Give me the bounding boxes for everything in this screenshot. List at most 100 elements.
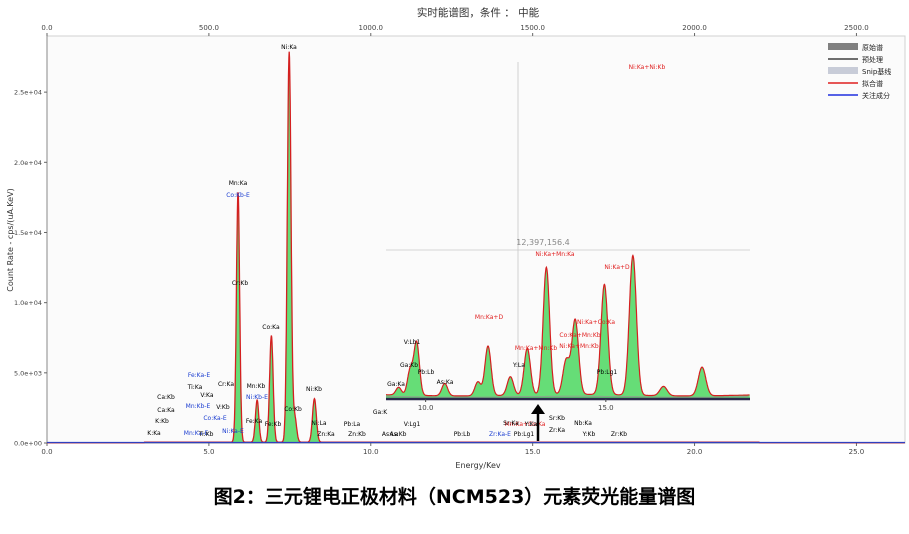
y-tick-label: 1.5e+04	[14, 229, 42, 237]
y-tick-label: 5.0e+03	[14, 369, 42, 377]
peak-label: Ni:Ka	[281, 44, 297, 51]
peak-label: Ni:Ka-E	[222, 428, 244, 435]
legend-label: 拟合谱	[862, 79, 883, 88]
x-tick-label: 15.0	[525, 448, 541, 456]
legend-swatch	[828, 43, 858, 50]
x-tick-label: 5.0	[203, 448, 214, 456]
peak-label: Pb:Lb	[454, 431, 471, 438]
peak-label: Ni:Ka+Ni:Kb	[629, 64, 666, 71]
arrow-head	[531, 404, 545, 414]
peak-label: Sr:Kb	[549, 415, 565, 422]
peak-label: Ni:Ka+Co:Ka	[577, 319, 615, 326]
peak-label: As:Ka	[437, 379, 454, 386]
peak-label: Co:Ka-E	[203, 415, 227, 422]
peak-label: Co:Kb-E	[226, 192, 250, 199]
peak-label: Ca:Ka	[157, 407, 175, 414]
peak-label: V:Kb	[216, 404, 230, 411]
peak-label: Co:Ka	[262, 324, 280, 331]
peak-labels: Ni:Ka Mn:Ka Co:Kb-E Cr:Kb Co:Ka Mn:Kb Ni:Kb-E F…	[147, 44, 665, 438]
spectrum-chart: 实时能谱图，条件 ： 中能 Energy/Kev Count Rate - cp…	[6, 6, 906, 470]
y-tick-label: 0.0e+00	[14, 440, 42, 448]
peak-label: Mn:Ka+Co:Ka	[505, 421, 546, 428]
peak-label: Sr:Ka	[503, 420, 519, 427]
peak-label: Pb:La	[344, 421, 361, 428]
peak-label: Cr:Ka	[218, 381, 234, 388]
peak-label: Ga:Kb	[400, 362, 418, 369]
inset-x-tick-label: 15.0	[598, 404, 614, 412]
y-axis-label: Count Rate - cps/(uA.KeV)	[6, 188, 15, 291]
peak-label: Ni:Kb-E	[246, 394, 268, 401]
peak-label: Ni:Ka+Mn:Kb	[559, 343, 599, 350]
inset-snip-baseline	[385, 395, 749, 398]
y-tick-label: 1.0e+04	[14, 299, 42, 307]
peak-label: Mn:Ka-E	[184, 430, 209, 437]
x-tick-label: 0.0	[41, 448, 52, 456]
x-tick-label: 20.0	[687, 448, 703, 456]
top-tick-label: 2500.0	[844, 24, 869, 32]
peak-label: Nb:Ka	[574, 420, 592, 427]
inset-zoom: 10.0 15.0	[385, 62, 750, 412]
peak-label: Ga:Ka	[387, 381, 405, 388]
peak-label: V:Lb1	[404, 339, 421, 346]
peak-label: Mn:Kb-E	[186, 403, 211, 410]
peak-label: Ti:Ka	[187, 384, 203, 391]
y-tick-label: 2.5e+04	[14, 89, 42, 97]
peak-label: Mn:Ka+Mn:Kb	[515, 345, 557, 352]
peak-label: Zn:Kb	[348, 431, 366, 438]
main-axes: 0.0 5.0 10.0 15.0 20.0 25.0 0.0 500.0 1000.0 1500…	[14, 24, 905, 456]
peak-label: Co:Ka+Mn:Kb	[559, 332, 600, 339]
peak-label: Ni:La	[311, 420, 327, 427]
x-axis-label: Energy/Kev	[455, 461, 500, 470]
main-spectrum	[47, 51, 905, 444]
legend-swatch	[828, 67, 858, 74]
legend-label: 关注成分	[862, 91, 890, 100]
peak-label: Ni:Ka+D	[604, 264, 630, 271]
top-tick-label: 500.0	[199, 24, 219, 32]
peak-label: Mn:Ka+D	[475, 314, 504, 321]
peak-label: K:Ka	[147, 430, 161, 437]
chart-title: 实时能谱图，条件 ： 中能	[417, 6, 540, 19]
crosshair-readout: 12,397,156.4	[516, 238, 569, 247]
legend-label: 预处理	[862, 55, 883, 64]
peak-label: Y:Kb	[582, 431, 596, 438]
top-tick-label: 2000.0	[682, 24, 707, 32]
peak-label: Mn:Kb	[247, 383, 266, 390]
peak-label: Ni:Kb	[306, 386, 322, 393]
peak-label: V:Lg1	[404, 421, 421, 428]
top-tick-label: 1000.0	[359, 24, 384, 32]
peak-label: Fe:Kb	[265, 421, 282, 428]
legend-label: Snip基线	[862, 67, 891, 76]
peak-label: Ni:Ka+Mn:Ka	[535, 251, 575, 258]
crosshair-value: 12,397,156.4	[516, 238, 569, 247]
inset-x-tick-label: 10.0	[418, 404, 434, 412]
peak-label: Ca:Kb	[157, 394, 175, 401]
peak-label: Y:La	[512, 362, 525, 369]
legend-label: 原始谱	[862, 43, 883, 52]
peak-label: Ti:Kb	[198, 431, 214, 438]
inset-fit-line	[386, 254, 750, 397]
peak-label: Pb:Lg1	[514, 431, 535, 438]
peak-label: As:La	[382, 431, 399, 438]
inset-spectrum-fill	[386, 255, 750, 399]
peak-label: Zr:Ka-E	[489, 431, 511, 438]
top-tick-label: 1500.0	[520, 24, 545, 32]
peak-label: Y:Ka	[524, 421, 538, 428]
peak-label: V:Ka	[200, 392, 213, 399]
y-tick-label: 2.0e+04	[14, 159, 42, 167]
peak-label: Co:Kb	[284, 406, 302, 413]
peak-label: Zr:Ka	[549, 427, 565, 434]
peak-label: Mn:Ka	[229, 180, 248, 187]
peak-label: Pb:Lg1	[597, 369, 618, 376]
peak-label: Cr:Kb	[232, 280, 249, 287]
peak-label: Zn:Ka	[317, 431, 335, 438]
x-tick-label: 10.0	[363, 448, 379, 456]
peak-label: As:Kb	[390, 431, 407, 438]
peak-label: K:Kb	[155, 418, 169, 425]
peak-label: Pb:Lb	[418, 369, 435, 376]
figure-caption: 图2：三元锂电正极材料（NCM523）元素荧光能量谱图	[213, 486, 696, 508]
top-tick-label: 0.0	[41, 24, 52, 32]
peak-label: Fe:Ka	[246, 418, 263, 425]
arrow-marker	[531, 404, 545, 441]
peak-label: Ga:K	[373, 409, 388, 416]
